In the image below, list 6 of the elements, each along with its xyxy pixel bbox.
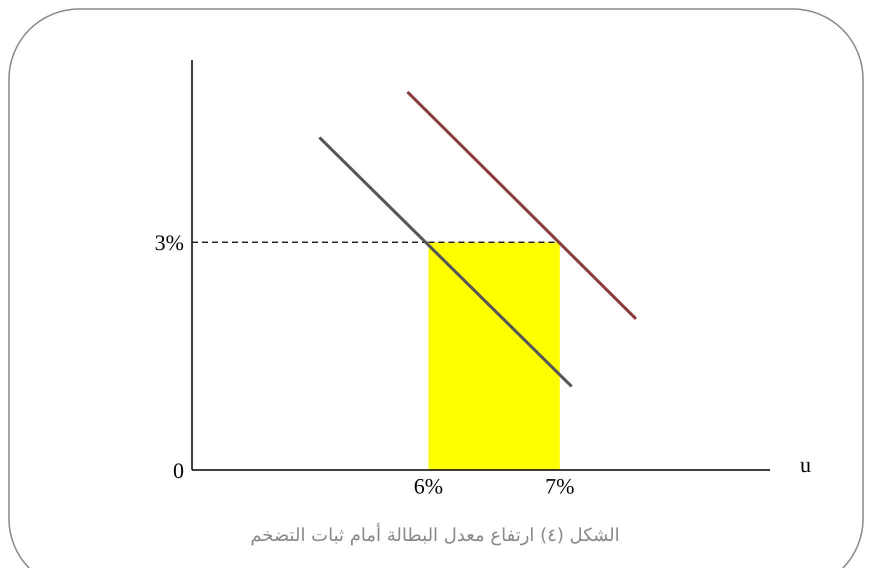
text: الشكل (٤) ارتفاع معدل البطالة أمام ثبات التضخم (249, 525, 621, 546)
x-tick-label: 7% (545, 474, 574, 499)
y-tick-label: 0 (173, 458, 184, 483)
x-axis-title: u (800, 452, 811, 478)
y-tick-label: 3% (154, 230, 184, 256)
x-tick-label: 6% (414, 474, 444, 499)
